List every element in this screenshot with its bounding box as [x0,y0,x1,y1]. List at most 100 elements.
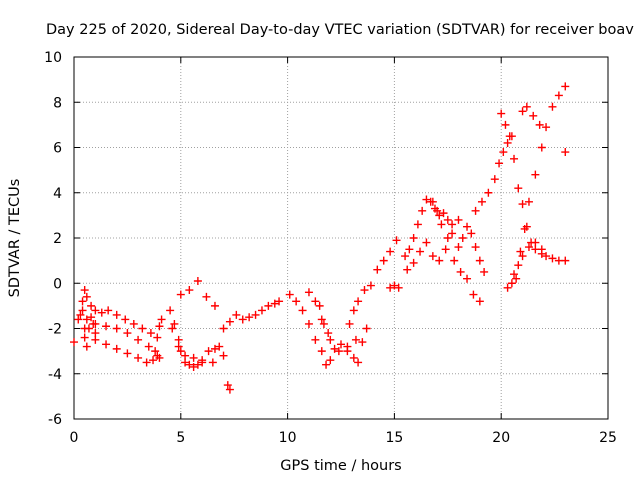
data-point [480,267,489,276]
data-point [204,347,213,356]
data-point [91,329,100,338]
data-point [292,297,301,306]
data-point [349,306,358,315]
data-point [507,279,516,288]
data-point [181,351,190,360]
data-point [198,356,207,365]
data-point [74,315,83,324]
data-point [548,254,557,263]
data-point [437,220,446,229]
y-tick-label: 0 [53,276,62,292]
data-point [91,335,100,344]
data-point [542,252,551,261]
data-point [189,353,198,362]
data-point [422,195,431,204]
data-point [121,315,130,324]
data-point [84,324,93,333]
data-point [520,224,529,233]
data-point [345,319,354,328]
data-point [416,247,425,256]
data-point [78,306,87,315]
data-point [548,102,557,111]
data-point [390,281,399,290]
data-point [208,358,217,367]
data-point [134,335,143,344]
data-point [104,306,113,315]
data-point [151,347,160,356]
data-point [112,344,121,353]
data-point [82,342,91,351]
data-point [219,351,228,360]
data-point [433,206,442,215]
data-point [531,238,540,247]
data-point [219,324,228,333]
data-point [225,385,234,394]
data-point [358,338,367,347]
data-point [123,349,132,358]
data-point [379,256,388,265]
data-point [499,148,508,157]
data-point [495,159,504,168]
data-point [215,342,224,351]
data-point [512,274,521,283]
data-point [80,286,89,295]
data-point [537,245,546,254]
data-point [330,344,339,353]
data-point [561,256,570,265]
y-tick-label: -6 [48,412,62,428]
data-point [531,170,540,179]
data-point [403,265,412,274]
data-point [202,292,211,301]
data-point [554,91,563,100]
data-point [514,261,523,270]
data-point [435,256,444,265]
data-point [112,324,121,333]
data-point [225,317,234,326]
data-point [354,358,363,367]
data-point [497,109,506,118]
data-point [91,306,100,315]
data-point [448,229,457,238]
data-point [401,252,410,261]
data-point [456,267,465,276]
data-point [450,256,459,265]
data-point [285,290,294,299]
data-point [458,234,467,242]
data-point [87,301,96,310]
data-point [155,322,164,331]
data-point [503,138,512,147]
data-point [475,297,484,306]
data-point [275,297,284,306]
data-point [144,342,153,351]
data-point [354,297,363,306]
data-point [138,324,147,333]
data-point [471,243,480,252]
data-point [518,200,527,209]
data-point [317,315,326,324]
data-point [422,238,431,247]
data-point [484,188,493,197]
y-tick-label: 2 [53,231,62,247]
data-point [467,229,476,238]
data-point [443,215,452,224]
data-point [542,123,551,132]
data-point [311,297,320,306]
data-point [510,154,519,163]
data-point [82,315,91,324]
data-point [360,286,369,295]
data-point [251,310,260,319]
x-tick-label: 15 [385,430,403,446]
data-point [392,236,401,245]
data-point [349,353,358,362]
data-point [418,206,427,215]
data-point [181,358,190,367]
data-point [123,329,132,338]
data-point [463,222,472,231]
data-point [386,247,395,256]
data-point [362,324,371,333]
data-point [210,301,219,310]
data-point [413,220,422,229]
data-point [405,245,414,254]
y-tick-label: -2 [48,322,62,338]
